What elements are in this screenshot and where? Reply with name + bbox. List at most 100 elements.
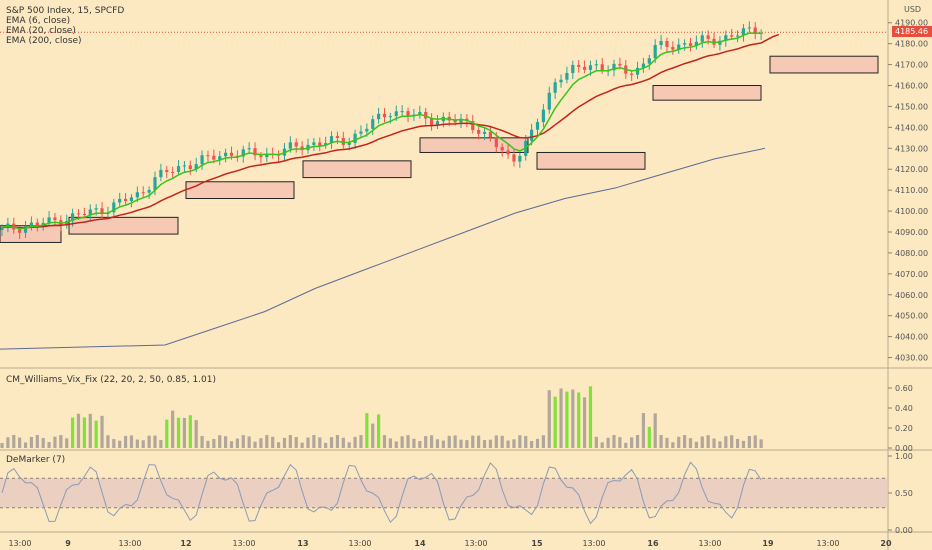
- candle-body: [741, 28, 746, 36]
- vix-bar: [206, 440, 210, 448]
- vix-title: CM_Williams_Vix_Fix (22, 20, 2, 50, 0.85…: [6, 375, 217, 385]
- vix-bar: [118, 440, 122, 448]
- x-tick-label: 12: [180, 539, 191, 548]
- vix-bar: [488, 439, 493, 448]
- vix-bar: [465, 440, 469, 448]
- vix-bar: [335, 435, 340, 448]
- vix-bar: [418, 441, 422, 448]
- candle-body: [388, 116, 392, 118]
- vix-bar: [706, 435, 710, 448]
- vix-bar: [577, 392, 581, 448]
- candle-body: [394, 111, 398, 117]
- price-tick-label: 4050.00: [895, 312, 928, 321]
- candle-body: [653, 45, 657, 59]
- vix-bar: [324, 442, 328, 448]
- vix-bar: [59, 435, 63, 448]
- vix-bar: [618, 437, 622, 448]
- x-tick-label: 13:00: [698, 539, 721, 548]
- candle-body: [735, 35, 740, 37]
- vix-bar: [647, 426, 651, 448]
- demarker-band: [0, 478, 888, 508]
- vix-bar: [500, 435, 504, 448]
- vix-bar: [176, 417, 181, 448]
- candle-body: [188, 165, 192, 170]
- currency-label: USD: [904, 5, 921, 14]
- candle-body: [730, 35, 734, 37]
- vix-bar: [35, 435, 39, 448]
- vix-bar: [159, 439, 163, 448]
- vix-bar: [282, 437, 287, 448]
- candle-body: [612, 63, 616, 71]
- vix-bar: [429, 435, 434, 448]
- candle-body: [577, 64, 581, 67]
- x-tick-label: 14: [414, 539, 426, 548]
- vix-bar: [712, 438, 716, 448]
- x-tick-label: 9: [65, 539, 71, 548]
- candle-body: [659, 41, 663, 46]
- vix-bar: [212, 438, 216, 448]
- demand-zone: [536, 151, 646, 170]
- price-tick-label: 4140.00: [895, 123, 928, 132]
- candle-body: [377, 113, 381, 120]
- demarker-title: DeMarker (7): [6, 455, 66, 465]
- vix-tick-label: 0.00: [895, 444, 913, 453]
- candle-body: [506, 150, 510, 155]
- x-tick-label: 13:00: [118, 539, 141, 548]
- vix-bar: [724, 436, 728, 448]
- vix-bar: [12, 435, 16, 448]
- vix-bar: [541, 435, 545, 448]
- price-tick-label: 4040.00: [895, 333, 928, 342]
- x-tick-label: 13:00: [464, 539, 487, 548]
- candle-body: [500, 147, 504, 151]
- candle-body: [88, 209, 92, 215]
- candle-body: [706, 35, 710, 39]
- candle-body: [23, 226, 28, 233]
- price-tick-label: 4070.00: [895, 270, 928, 279]
- vix-bar: [382, 435, 387, 448]
- candle-body: [47, 217, 51, 223]
- vix-bar: [141, 440, 145, 448]
- vix-bar: [624, 442, 628, 448]
- vix-bar: [400, 436, 404, 448]
- vix-bar: [630, 437, 634, 448]
- vix-bar: [153, 435, 157, 448]
- candle-body: [694, 41, 698, 46]
- vix-bar: [312, 435, 316, 448]
- price-legend: S&P 500 Index, 15, SPCFD EMA (6, close) …: [6, 6, 124, 46]
- candle-body: [677, 44, 681, 50]
- vix-bar: [753, 435, 757, 448]
- x-tick-label: 20: [880, 539, 892, 548]
- candle-body: [200, 155, 204, 165]
- candle-body: [35, 222, 39, 226]
- vix-bar: [377, 414, 381, 448]
- candle-body: [288, 142, 292, 149]
- vix-bar: [41, 437, 45, 448]
- vix-bar: [535, 438, 540, 448]
- candle-body: [329, 136, 334, 144]
- vix-bar: [677, 436, 681, 448]
- vix-bar: [688, 438, 693, 448]
- candle-body: [18, 229, 22, 233]
- candle-body: [665, 41, 669, 47]
- candle-body: [335, 136, 340, 139]
- vix-bar: [23, 442, 28, 448]
- candle-body: [518, 155, 522, 162]
- candle-body: [123, 198, 128, 202]
- candle-body: [535, 122, 540, 130]
- vix-bar: [224, 436, 228, 448]
- candle-body: [541, 109, 545, 123]
- vix-bar: [530, 440, 534, 448]
- vix-bar: [147, 435, 151, 448]
- vix-bar: [547, 390, 551, 448]
- candle-body: [635, 67, 640, 75]
- vix-bar: [424, 436, 428, 448]
- candle-body: [747, 27, 751, 29]
- vix-bar: [247, 436, 251, 448]
- vix-bar: [671, 442, 675, 448]
- candle-body: [112, 202, 116, 213]
- candle-body: [359, 131, 363, 134]
- candle-body: [429, 118, 434, 126]
- vix-bar: [53, 436, 57, 448]
- vix-bar: [306, 437, 310, 448]
- ema200-legend: EMA (200, close): [6, 36, 82, 46]
